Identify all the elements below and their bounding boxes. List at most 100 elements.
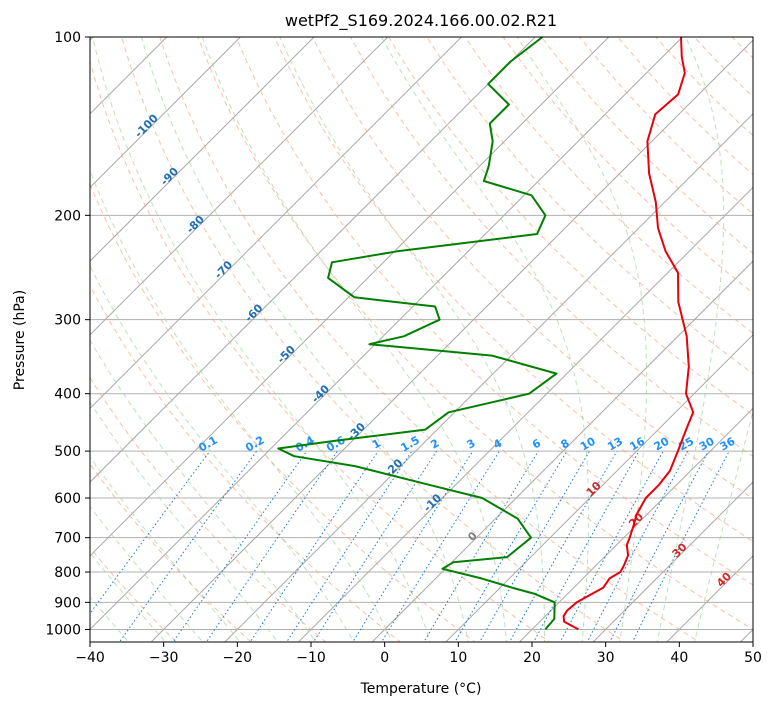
mixing-ratio-line <box>609 450 709 642</box>
dry-adiabat <box>197 37 753 630</box>
moist-adiabat <box>90 596 130 642</box>
dry-adiabat <box>350 37 753 458</box>
dry-adiabat <box>159 37 701 642</box>
dry-adiabat <box>464 37 753 334</box>
dry-adiabat <box>655 37 753 137</box>
moist-adiabat <box>90 505 204 642</box>
sounding-profiles <box>277 37 695 631</box>
y-tick-label: 200 <box>54 208 81 224</box>
dry-adiabat-label: 10 <box>584 479 604 499</box>
dry-adiabat <box>744 10 775 654</box>
dry-adiabat <box>90 60 551 642</box>
mixing-ratio-label: 1 <box>370 437 383 452</box>
dry-adiabat <box>235 37 753 586</box>
isotherm--10 <box>297 186 753 642</box>
x-tick-label: 50 <box>744 650 762 666</box>
mixing-ratio-label: 3 <box>465 437 478 452</box>
dry-adiabat <box>90 284 402 642</box>
dry-adiabat-label: 30 <box>670 540 690 560</box>
mixing-ratio-line <box>454 450 568 642</box>
mixing-ratio-line <box>559 450 664 642</box>
mixing-ratio-line <box>205 450 338 642</box>
moist-adiabat <box>0 37 66 654</box>
dry-adiabat <box>121 37 626 642</box>
y-tick-label: 100 <box>54 30 81 46</box>
x-tick-label: −40 <box>75 650 105 666</box>
mixing-ratio-label: 2 <box>428 437 441 452</box>
moist-adiabat <box>90 552 167 642</box>
x-tick-label: −10 <box>296 650 326 666</box>
moist-adiabat <box>380 37 590 642</box>
y-axis-label: Pressure (hPa) <box>12 290 28 390</box>
background-reference-lines <box>0 10 775 654</box>
plot-frame <box>89 36 754 643</box>
x-tick-label: −30 <box>149 650 179 666</box>
x-axis-ticks: −40 −30 −20 −10 0 10 20 30 40 50 <box>75 642 762 666</box>
isotherm--30 <box>150 39 753 642</box>
isotherm--90 <box>90 37 315 262</box>
dry-adiabat <box>502 37 753 294</box>
dry-adiabat-label: 40 <box>714 570 734 590</box>
isotherm--60 <box>90 37 536 483</box>
y-tick-label: 600 <box>54 491 81 507</box>
mixing-ratio-line <box>381 450 500 642</box>
moist-adiabat <box>90 401 279 642</box>
y-tick-label: 900 <box>54 595 81 611</box>
moist-adiabat <box>90 169 393 642</box>
mixing-ratio-line <box>352 450 474 642</box>
y-tick-label: 700 <box>54 531 81 547</box>
x-tick-label: 10 <box>449 650 467 666</box>
dewpoint-profile <box>277 37 558 631</box>
dry-adiabat <box>388 37 753 416</box>
dry-adiabat-label: -10 <box>421 491 444 514</box>
y-axis-ticks: 100 200 300 400 500 600 700 800 900 1000 <box>45 30 90 638</box>
y-tick-label: 400 <box>54 387 81 403</box>
y-tick-label: 800 <box>54 565 81 581</box>
moist-adiabat <box>90 264 355 642</box>
chart-title: wetPf2_S169.2024.166.00.02.R21 <box>285 11 557 31</box>
isotherm-10 <box>445 334 753 642</box>
mixing-ratio-line <box>118 450 258 642</box>
x-axis-label: Temperature (°C) <box>360 681 482 697</box>
dry-adiabat <box>90 182 476 642</box>
dry-adiabat <box>311 37 753 500</box>
x-tick-label: 40 <box>670 650 688 666</box>
dry-adiabat <box>90 463 252 642</box>
mixing-ratio-line <box>286 450 413 642</box>
mixing-ratio-line <box>423 450 539 642</box>
isotherm--100 <box>90 37 242 189</box>
isotherm-30 <box>592 481 753 642</box>
isotherm--50 <box>90 37 610 557</box>
x-tick-label: 0 <box>380 650 389 666</box>
moist-adiabat <box>92 37 431 642</box>
y-tick-label: 300 <box>54 313 81 329</box>
moist-adiabat <box>141 37 469 642</box>
dry-adiabat <box>578 37 753 215</box>
mixing-ratio-line <box>479 450 591 642</box>
dry-adiabat-label: -60 <box>242 301 265 324</box>
dry-adiabat <box>731 37 753 59</box>
moist-adiabat <box>693 409 753 642</box>
y-tick-label: 500 <box>54 444 81 460</box>
y-tick-label: 1000 <box>45 622 81 638</box>
moist-adiabat <box>656 37 725 642</box>
mixing-ratio-line <box>312 450 438 642</box>
x-tick-label: −20 <box>223 650 253 666</box>
mixing-ratio-label: 4 <box>491 436 504 451</box>
dry-adiabat <box>540 37 753 254</box>
mixing-ratio-line <box>249 450 379 642</box>
isotherm--20 <box>224 113 753 642</box>
mixing-ratio-line <box>172 450 308 642</box>
dry-adiabat <box>90 546 178 642</box>
dry-adiabat-label: -50 <box>275 343 298 366</box>
x-tick-label: 30 <box>597 650 615 666</box>
dry-adiabat-label: -80 <box>184 213 207 236</box>
temperature-profile <box>562 37 695 631</box>
dry-adiabat-label: -70 <box>212 258 235 281</box>
mixing-ratio-line <box>586 450 689 642</box>
mixing-ratio-line <box>90 450 211 615</box>
dry-adiabat-label: -90 <box>158 165 181 188</box>
moist-adiabat <box>90 456 241 642</box>
isotherm-20 <box>518 407 753 642</box>
